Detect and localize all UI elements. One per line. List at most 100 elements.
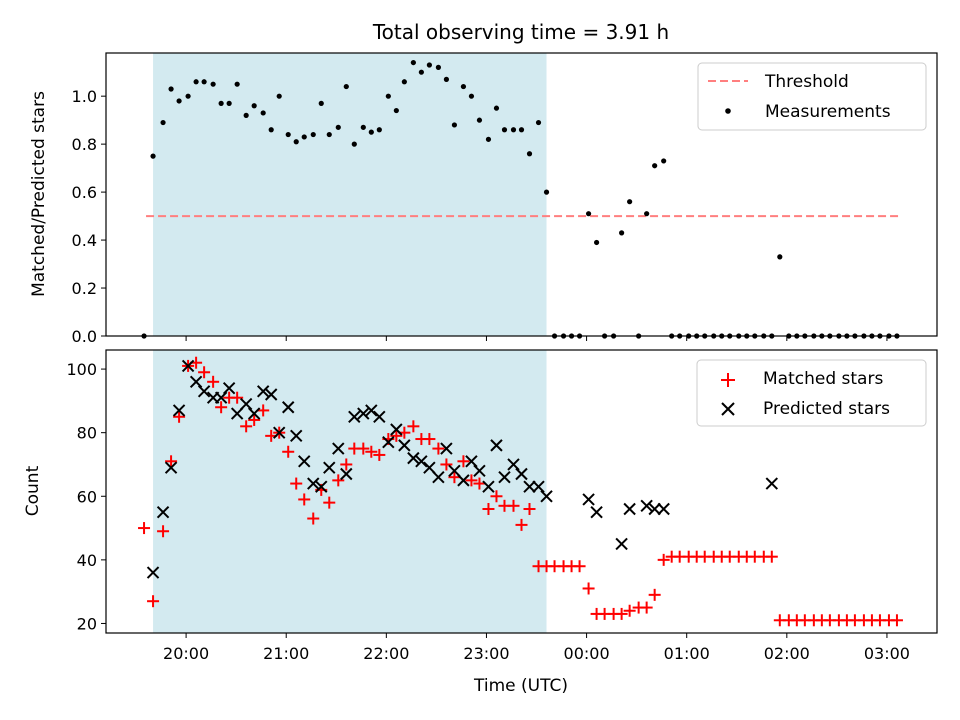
- measurement-point: [218, 100, 224, 106]
- measurement-point: [226, 100, 232, 106]
- matched-star-point: [147, 595, 160, 608]
- top-y-tick-label: 1.0: [72, 87, 97, 106]
- predicted-star-point: [490, 439, 503, 452]
- predicted-star-point: [357, 407, 370, 420]
- x-tick-label: 21:00: [263, 644, 309, 663]
- measurement-point: [260, 110, 266, 116]
- predicted-star-point: [407, 451, 420, 465]
- top-y-tick-label: 0.4: [72, 231, 97, 250]
- measurement-point: [535, 119, 542, 126]
- predicted-star-point: [222, 381, 236, 395]
- bottom-y-axis-label: Count: [23, 465, 43, 516]
- measurement-point: [443, 76, 450, 82]
- measurement-point: [435, 64, 441, 70]
- matched-star-point: [648, 588, 661, 601]
- measurement-point: [376, 127, 382, 133]
- measurement-point: [201, 79, 207, 85]
- predicted-star-point: [373, 410, 386, 423]
- top-y-tick-label: 0.6: [72, 183, 97, 202]
- bottom-y-tick-label: 80: [77, 424, 97, 443]
- matched-star-point: [507, 499, 520, 512]
- measurement-point: [393, 107, 399, 114]
- measurement-point: [510, 127, 517, 133]
- measurement-point: [468, 93, 475, 99]
- legend-predicted-label: Predicted stars: [763, 399, 890, 419]
- measurement-point: [485, 136, 492, 142]
- measurement-point: [652, 163, 658, 169]
- top-y-tick-label: 0.0: [72, 327, 97, 346]
- top-axis-ticks: 0.0 0.2 0.4 0.6 0.8 1.0: [72, 87, 888, 346]
- measurement-point: [176, 98, 182, 104]
- measurement-point: [526, 151, 533, 157]
- matched-star-point: [765, 550, 778, 563]
- predicted-star-point: [189, 375, 203, 389]
- matched-star-point: [615, 607, 628, 620]
- top-y-axis-label: Matched/Predicted stars: [29, 91, 49, 297]
- top-plot-frame: [105, 52, 938, 337]
- matched-star-point: [515, 518, 528, 531]
- matched-star-point: [582, 582, 595, 595]
- predicted-star-point: [615, 537, 628, 551]
- predicted-star-point: [465, 455, 478, 468]
- predicted-star-point: [172, 404, 186, 417]
- measurement-point: [385, 93, 391, 99]
- legend-matched-label: Matched stars: [763, 369, 883, 389]
- matched-star-point: [523, 502, 536, 515]
- measurement-point: [234, 81, 240, 87]
- predicted-star-point: [214, 391, 228, 404]
- legend-threshold-label: Threshold: [764, 72, 849, 92]
- matched-star-point: [231, 391, 244, 404]
- matched-star-point: [432, 442, 445, 455]
- measurement-point: [276, 93, 282, 99]
- top-shaded-interval: [153, 53, 547, 336]
- matched-star-point: [323, 496, 336, 509]
- matched-star-point: [457, 455, 470, 468]
- measurement-point: [501, 127, 508, 133]
- predicted-star-point: [164, 461, 178, 474]
- matched-star-point: [340, 458, 353, 471]
- measurement-point: [210, 81, 216, 87]
- predicted-star-point: [290, 429, 303, 443]
- measurement-point: [343, 83, 349, 90]
- matched-star-point: [657, 553, 670, 566]
- matched-star-point: [173, 410, 186, 423]
- matched-star-point: [407, 420, 420, 433]
- measurement-point: [493, 105, 500, 111]
- matched-star-point: [573, 560, 586, 573]
- matched-star-point: [473, 477, 486, 490]
- legend-measurements-swatch: [725, 108, 731, 114]
- measurement-point: [310, 131, 316, 138]
- predicted-star-point: [398, 439, 411, 452]
- predicted-star-point: [256, 385, 270, 398]
- measurement-point: [627, 199, 633, 205]
- matched-star-point: [257, 404, 270, 417]
- predicted-star-point: [332, 442, 345, 455]
- predicted-star-point: [307, 477, 320, 490]
- measurement-point: [476, 117, 483, 123]
- measurement-point: [543, 189, 550, 195]
- measurement-point: [593, 239, 600, 246]
- measurement-point: [285, 131, 291, 138]
- x-tick-label: 03:00: [864, 644, 910, 663]
- top-legend-box: [697, 62, 927, 131]
- predicted-star-point: [523, 480, 536, 493]
- predicted-star-point: [623, 502, 636, 516]
- measurement-point: [426, 62, 432, 68]
- measurement-point: [243, 112, 249, 118]
- predicted-star-point: [657, 502, 670, 516]
- matched-star-point: [490, 490, 503, 503]
- measurement-point: [318, 100, 324, 106]
- predicted-star-point: [348, 410, 361, 423]
- matched-star-point: [248, 413, 261, 426]
- legend-predicted-swatch: [721, 402, 735, 416]
- matched-star-point: [290, 477, 303, 490]
- measurement-point: [418, 69, 424, 75]
- measurement-point: [293, 139, 299, 145]
- measurement-point: [451, 122, 458, 128]
- top-panel: 0.0 0.2 0.4 0.6 0.8 1.0 Matched/Predicted sta…: [29, 52, 938, 346]
- measurement-point: [518, 127, 525, 133]
- bottom-legend-box: [696, 359, 927, 427]
- matched-star-point: [332, 474, 345, 487]
- predicted-star-point: [340, 467, 353, 481]
